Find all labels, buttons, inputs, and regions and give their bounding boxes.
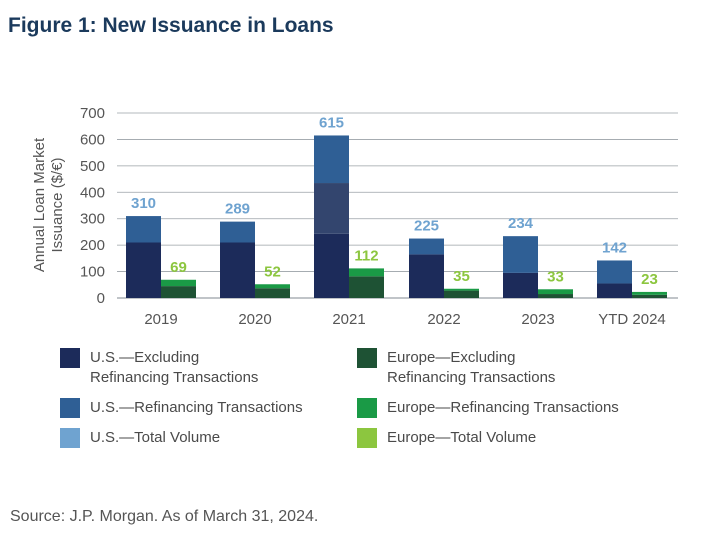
bar-us-refinancing [314,183,349,234]
y-tick-label: 500 [80,158,105,175]
bar-europe-refinancing [161,279,196,287]
bar-us-excluding [126,242,161,298]
data-label-europe-total: 52 [264,263,281,280]
x-tick-label: YTD 2024 [598,311,666,328]
bar-europe-refinancing [255,284,290,289]
data-label-us-total: 142 [602,239,627,256]
x-tick-label: 2023 [521,311,554,328]
legend-item: U.S.—Total Volume [60,428,220,448]
legend-swatch [60,398,80,418]
data-label-us-total: 234 [508,215,534,232]
bar-europe-refinancing [538,289,573,295]
y-tick-label: 600 [80,131,105,148]
bar-europe-excluding [444,290,479,298]
bar-us-excluding [503,272,538,298]
data-label-europe-total: 33 [547,268,564,285]
data-label-us-total: 289 [225,201,250,218]
bar-us-refinancing [220,221,255,243]
legend-item: Europe—Total Volume [357,428,536,448]
source-note: Source: J.P. Morgan. As of March 31, 202… [10,508,319,525]
data-label-us-total: 225 [414,218,439,235]
legend-item: Europe—Excluding Refinancing Transactions [357,348,555,388]
bar-europe-refinancing [444,288,479,291]
bar-us-refinancing [597,260,632,284]
bar-europe-excluding [349,276,384,298]
legend-swatch [357,428,377,448]
bar-europe-excluding [255,288,290,298]
legend-label: U.S.—Total Volume [90,429,221,446]
bar-europe-excluding [538,294,573,298]
y-tick-label: 700 [80,105,105,122]
bar-europe-refinancing [632,291,667,295]
legend-label: U.S.—Excluding Refinancing Transactions [90,349,259,386]
legend-label: U.S.—Refinancing Transactions [90,399,303,416]
legend-label: Europe—Refinancing Transactions [387,399,619,416]
bar-europe-refinancing [349,268,384,277]
legend-swatch [357,398,377,418]
legend-label: Europe—Excluding Refinancing Transactions [387,349,556,386]
legend-item: Europe—Refinancing Transactions [357,398,619,418]
legend-label: Europe—Total Volume [387,429,537,446]
y-tick-label: 200 [80,237,105,254]
data-label-europe-total: 69 [170,259,187,276]
data-label-us-total: 615 [319,114,344,131]
legend-swatch [357,348,377,368]
bar-europe-excluding [632,294,667,298]
y-tick-label: 300 [80,211,105,228]
y-tick-label: 400 [80,184,105,201]
bar-us-excluding [314,233,349,298]
data-label-europe-total: 23 [641,271,658,288]
bar-us-excluding [597,283,632,298]
x-tick-label: 2020 [238,311,271,328]
chart-title: Figure 1: New Issuance in Loans [8,14,334,37]
x-tick-label: 2022 [427,311,460,328]
data-label-europe-total: 35 [453,268,470,285]
y-tick-label: 100 [80,264,105,281]
bar-europe-excluding [161,286,196,298]
bar-us-refinancing [503,236,538,273]
legend-swatch [60,348,80,368]
legend-item: U.S.—Refinancing Transactions [60,398,303,418]
bar-us-refinancing [126,216,161,243]
bar-us-refinancing [314,135,349,184]
data-label-europe-total: 112 [354,247,378,264]
legend-item: U.S.—Excluding Refinancing Transactions [60,348,258,388]
legend-swatch [60,428,80,448]
bar-us-excluding [220,242,255,298]
bar-us-excluding [409,254,444,298]
x-tick-label: 2021 [332,311,365,328]
y-tick-label: 0 [97,290,105,307]
y-axis-label: Annual Loan MarketIssuance ($/€) [31,137,66,272]
data-label-us-total: 310 [131,195,156,212]
bar-us-refinancing [409,238,444,255]
x-tick-label: 2019 [144,311,177,328]
